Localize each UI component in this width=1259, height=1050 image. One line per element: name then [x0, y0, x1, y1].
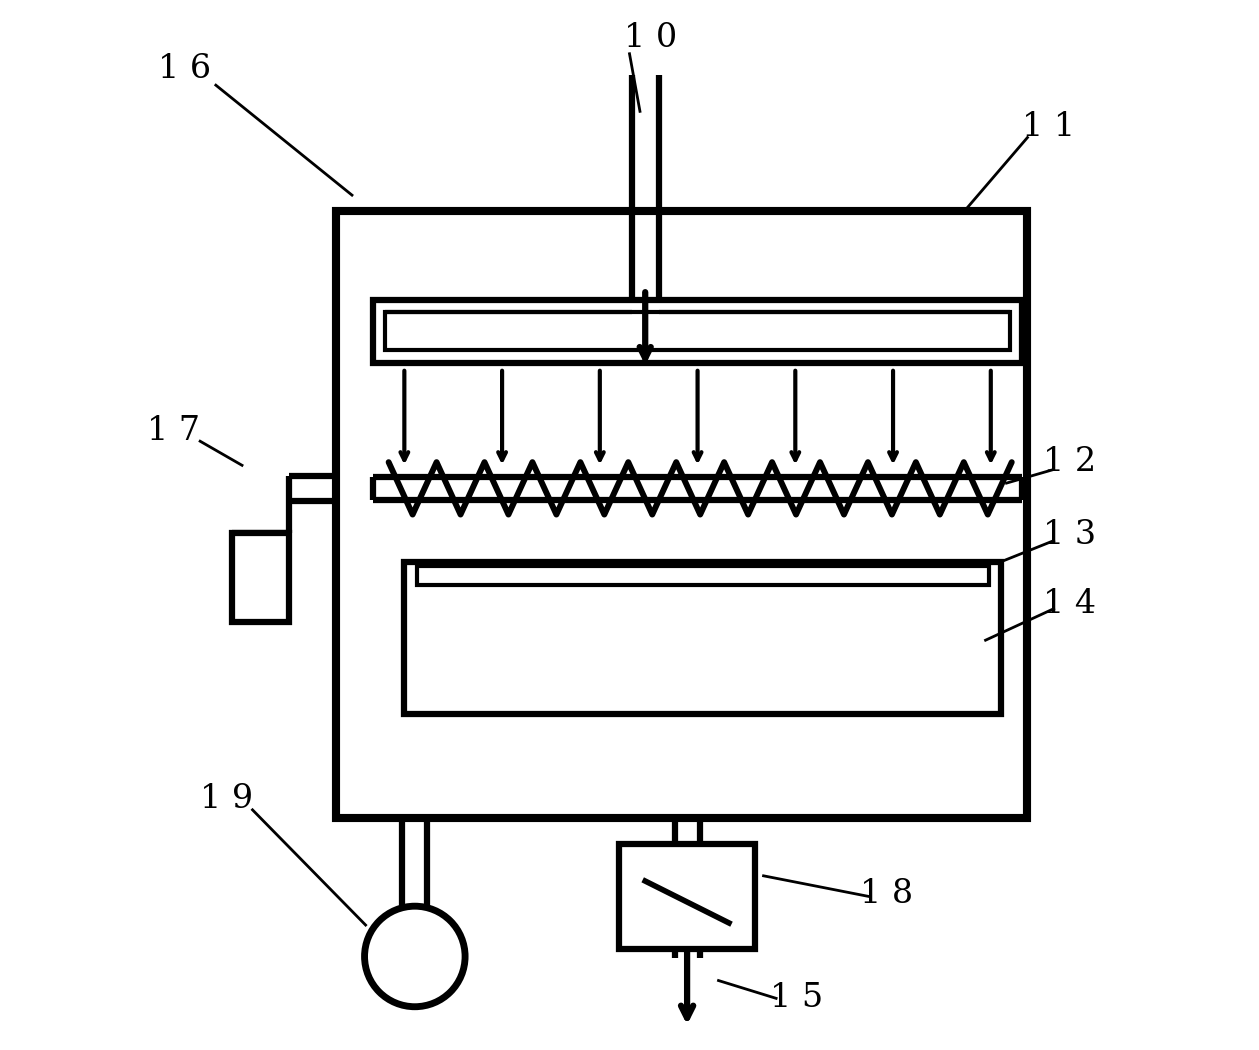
Circle shape [365, 906, 465, 1007]
Bar [385, 313, 1010, 350]
Text: 1 0: 1 0 [623, 22, 677, 54]
Text: 1 7: 1 7 [147, 415, 200, 446]
Bar [404, 562, 1001, 714]
Bar [619, 844, 755, 949]
Bar [373, 300, 1022, 362]
Bar [336, 211, 1027, 818]
Text: 1 9: 1 9 [200, 783, 253, 816]
Bar [417, 566, 988, 585]
Text: 1 2: 1 2 [1042, 446, 1095, 478]
Text: 1 5: 1 5 [771, 983, 823, 1014]
Bar [232, 532, 290, 622]
Text: 1 8: 1 8 [860, 878, 913, 909]
Text: 1 6: 1 6 [157, 54, 212, 85]
Text: 1 3: 1 3 [1042, 520, 1095, 551]
Text: 1 1: 1 1 [1022, 111, 1075, 143]
Text: 1 4: 1 4 [1042, 588, 1095, 619]
